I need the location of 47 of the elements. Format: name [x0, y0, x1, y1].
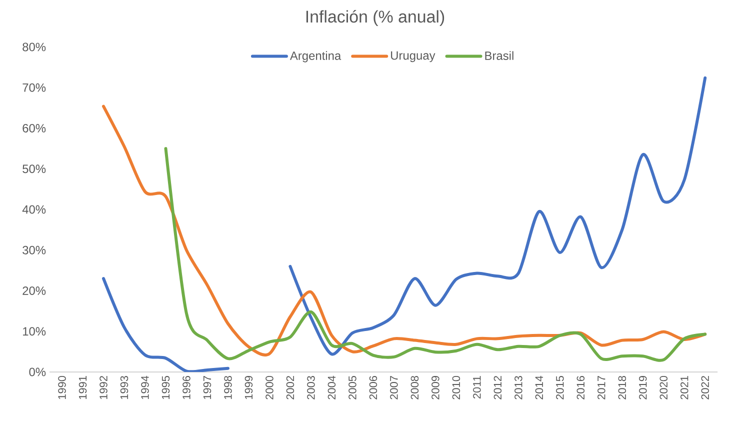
x-tick-label: 2010	[452, 376, 460, 400]
x-tick-label: 2017	[598, 376, 606, 400]
x-tick-label: 2020	[660, 376, 668, 400]
y-tick-label: 80%	[22, 42, 46, 52]
x-tick-label: 1992	[100, 376, 108, 400]
x-tick-label: 2003	[307, 376, 315, 400]
chart-title: Inflación (% anual)	[306, 10, 444, 26]
x-tick-label: 2022	[701, 376, 709, 400]
x-tick-label: 2021	[680, 376, 688, 400]
x-tick-label: 2006	[369, 376, 378, 400]
x-tick-label: 1993	[120, 376, 128, 400]
x-tick-label: 1995	[162, 376, 170, 400]
legend-label: Uruguay	[391, 51, 436, 62]
x-tick-label: 1998	[224, 376, 232, 400]
y-tick-label: 0%	[29, 368, 46, 376]
x-tick-label: 2002	[286, 376, 294, 400]
y-tick-label: 20%	[22, 286, 46, 295]
x-tick-label: 2018	[618, 376, 626, 400]
x-tick-label: 2016	[576, 376, 585, 400]
y-tick-label: 40%	[22, 205, 46, 214]
x-tick-label: 1997	[203, 376, 212, 400]
x-tick-label: 2004	[328, 376, 336, 400]
y-tick-label: 10%	[23, 327, 46, 336]
x-tick-label: 2019	[639, 376, 647, 400]
x-tick-label: 2012	[494, 376, 502, 400]
x-tick-label: 1990	[58, 376, 66, 400]
line-series	[102, 104, 707, 356]
y-tick-label: 70%	[22, 83, 46, 92]
legend-label: Brasil	[485, 51, 514, 60]
y-tick-label: 30%	[22, 246, 46, 254]
y-tick-label: 60%	[22, 124, 46, 132]
x-tick-label: 2015	[556, 376, 564, 400]
x-tick-label: 2007	[390, 376, 398, 400]
x-tick-label: 2011	[473, 376, 481, 399]
x-tick-label: 1996	[182, 376, 190, 400]
x-tick-label: 2000	[266, 376, 274, 400]
x-tick-label: 2009	[432, 376, 440, 400]
x-tick-label: 1999	[244, 376, 253, 400]
legend-label: Argentina	[290, 51, 342, 62]
line-series	[164, 147, 707, 362]
x-tick-label: 2005	[348, 376, 356, 400]
y-tick-label: 50%	[22, 164, 46, 174]
x-tick-label: 1991	[78, 376, 87, 400]
x-tick-label: 1994	[141, 376, 149, 400]
x-tick-label: 2008	[410, 376, 419, 400]
x-tick-label: 2014	[535, 376, 544, 400]
x-tick-label: 2013	[514, 376, 522, 400]
